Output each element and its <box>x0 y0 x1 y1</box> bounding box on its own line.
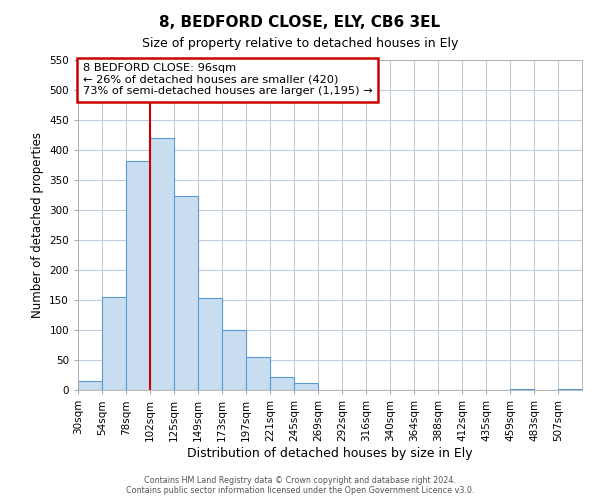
Bar <box>126 161 150 390</box>
Text: Size of property relative to detached houses in Ely: Size of property relative to detached ho… <box>142 38 458 51</box>
Y-axis label: Number of detached properties: Number of detached properties <box>31 132 44 318</box>
Bar <box>78 381 102 390</box>
Bar <box>174 196 198 390</box>
X-axis label: Distribution of detached houses by size in Ely: Distribution of detached houses by size … <box>187 446 473 460</box>
Bar <box>222 330 246 390</box>
Bar <box>270 377 294 390</box>
Bar <box>510 389 534 390</box>
Text: 8 BEDFORD CLOSE: 96sqm
← 26% of detached houses are smaller (420)
73% of semi-de: 8 BEDFORD CLOSE: 96sqm ← 26% of detached… <box>83 64 373 96</box>
Bar <box>294 383 318 390</box>
Text: 8, BEDFORD CLOSE, ELY, CB6 3EL: 8, BEDFORD CLOSE, ELY, CB6 3EL <box>160 15 440 30</box>
Bar <box>150 138 174 390</box>
Bar <box>198 298 222 390</box>
Bar <box>558 389 582 390</box>
Text: Contains HM Land Registry data © Crown copyright and database right 2024.
Contai: Contains HM Land Registry data © Crown c… <box>126 476 474 495</box>
Bar <box>246 357 270 390</box>
Bar <box>102 297 126 390</box>
